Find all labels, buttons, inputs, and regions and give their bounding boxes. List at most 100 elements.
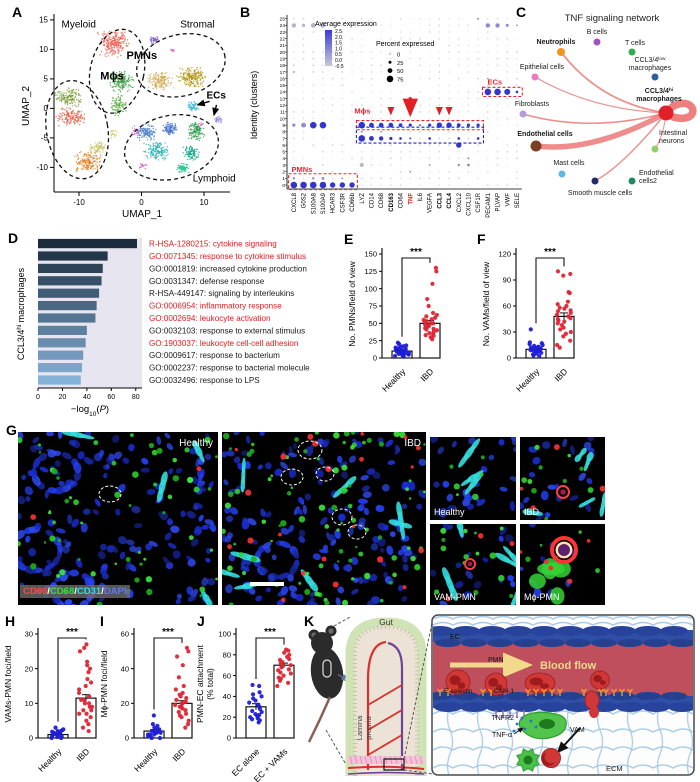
gene-label: CXCL10	[466, 192, 472, 215]
data-point	[88, 715, 93, 720]
network-edge	[522, 112, 667, 124]
svg-text:20: 20	[223, 713, 231, 722]
data-point	[84, 711, 89, 716]
data-point	[157, 735, 163, 741]
data-point	[89, 708, 94, 713]
svg-text:2.5: 2.5	[335, 29, 342, 35]
data-point	[86, 670, 91, 675]
network-node-intneurons	[651, 145, 659, 153]
svg-text:7: 7	[282, 136, 285, 142]
data-point	[403, 346, 408, 352]
svg-text:B cells: B cells	[587, 29, 608, 36]
gene-label: CD163	[389, 192, 395, 211]
svg-text:60: 60	[223, 671, 231, 680]
svg-text:40: 40	[121, 664, 129, 673]
data-point	[561, 273, 566, 278]
data-point	[395, 340, 400, 345]
background-dots	[292, 17, 518, 186]
svg-text:80: 80	[132, 394, 140, 401]
svg-text:-0.5: -0.5	[335, 64, 344, 70]
svg-text:Mϕ-PMN foci/field: Mϕ-PMN foci/field	[99, 650, 109, 717]
data-point	[183, 725, 188, 730]
scale-bar	[250, 582, 284, 586]
significance: ***	[162, 627, 174, 638]
svg-text:120: 120	[498, 250, 511, 259]
panel-letter-a: A	[12, 4, 23, 20]
data-point	[184, 645, 190, 650]
panel-letter-i: I	[100, 613, 104, 629]
network-node-fibroblasts	[519, 110, 527, 118]
svg-text:(% total): (% total)	[205, 668, 215, 700]
network-node-tcells	[628, 48, 636, 56]
svg-text:150: 150	[364, 250, 377, 259]
category-label: Healthy	[132, 746, 160, 774]
svg-text:18: 18	[280, 63, 286, 69]
data-point	[185, 722, 191, 727]
go-term-label: GO:0006954: inflammatory response	[149, 302, 282, 311]
data-point	[184, 696, 189, 701]
stain-cd66: CD66	[23, 586, 48, 597]
data-point	[423, 333, 428, 338]
self-loop-edge	[668, 99, 697, 123]
data-point	[282, 650, 287, 655]
data-point	[275, 683, 280, 689]
network-node-epithelial	[531, 73, 539, 81]
go-bar	[38, 375, 81, 385]
data-point	[568, 329, 573, 335]
image-label: Healthy	[179, 438, 213, 449]
micro-image-healthy: Healthy	[430, 437, 516, 520]
svg-text:0: 0	[373, 354, 377, 363]
dotplot: 0123456789101112131415161718192021222324…	[249, 15, 523, 218]
micro-image-ibd: IBD	[222, 432, 426, 605]
svg-text:9: 9	[282, 123, 285, 129]
umap-label: Lymphoid	[193, 174, 236, 185]
gene-label: PECAM1	[486, 192, 492, 217]
data-point	[277, 657, 283, 663]
data-point	[406, 350, 412, 355]
svg-text:Smooth muscle cells: Smooth muscle cells	[568, 190, 633, 197]
svg-text:13: 13	[280, 96, 286, 102]
category-label: IBD	[552, 366, 569, 383]
data-point	[251, 696, 256, 701]
gene-label: CSF1R	[476, 192, 482, 212]
data-point	[180, 701, 185, 706]
svg-text:100: 100	[364, 284, 377, 293]
data-point	[426, 303, 431, 309]
data-point	[183, 699, 188, 704]
data-point	[428, 321, 434, 326]
category-label: Healthy	[514, 366, 542, 394]
gut-villus	[345, 617, 427, 776]
tnfa-label: TNF-α	[492, 732, 512, 739]
svg-text:1.5: 1.5	[335, 41, 342, 47]
go-term-label: GO:0032496: response to LPS	[149, 376, 260, 385]
network-node-mast	[558, 170, 566, 178]
svg-text:24: 24	[280, 23, 286, 29]
go-term-label: GO:0032103: response to external stimulu…	[149, 326, 305, 335]
data-point	[431, 326, 436, 331]
svg-text:8: 8	[282, 130, 285, 136]
svg-text:1.0: 1.0	[335, 46, 342, 52]
svg-text:80: 80	[223, 651, 231, 660]
panel-letter-g: G	[6, 422, 17, 438]
data-point	[402, 351, 408, 356]
data-point	[430, 281, 435, 286]
gene-label: CD68	[379, 192, 385, 208]
data-point	[404, 343, 409, 348]
data-point	[84, 718, 89, 723]
svg-text:Identity (clusters): Identity (clusters)	[249, 71, 259, 140]
category-label: Healthy	[380, 366, 408, 394]
micro-image-ibd: IBD	[520, 437, 605, 520]
selectin-label: E-selectin	[444, 688, 473, 695]
svg-text:14: 14	[280, 90, 286, 96]
svg-text:macrophages: macrophages	[636, 96, 682, 103]
schematic-diagram: LPSGutLaminapropriaECBlood flowPMNE-sele…	[307, 614, 695, 776]
data-point	[87, 694, 92, 699]
svg-text:0: 0	[125, 734, 129, 743]
svg-text:50: 50	[397, 69, 403, 75]
data-point	[80, 725, 86, 730]
svg-text:propria: propria	[364, 716, 373, 740]
image-label: Mϕ-PMN	[524, 592, 560, 602]
data-point	[392, 353, 398, 359]
